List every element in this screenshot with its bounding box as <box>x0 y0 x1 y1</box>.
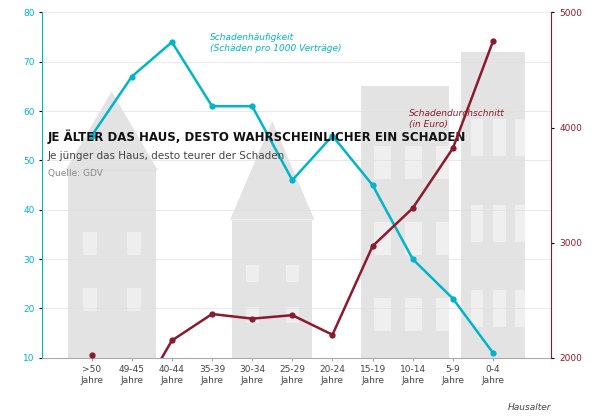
Text: Schadenhäufigkeit
(Schäden pro 1000 Verträge): Schadenhäufigkeit (Schäden pro 1000 Vert… <box>210 33 342 52</box>
FancyBboxPatch shape <box>405 146 422 179</box>
Text: JE ÄLTER DAS HAUS, DESTO WAHRSCHEINLICHER EIN SCHADEN: JE ÄLTER DAS HAUS, DESTO WAHRSCHEINLICHE… <box>47 129 466 144</box>
FancyBboxPatch shape <box>436 298 453 331</box>
FancyBboxPatch shape <box>516 290 528 327</box>
FancyBboxPatch shape <box>470 205 484 242</box>
Text: Schadendurchschnitt
(in Euro): Schadendurchschnitt (in Euro) <box>409 109 505 129</box>
FancyBboxPatch shape <box>470 290 484 327</box>
Text: Je jünger das Haus, desto teurer der Schaden: Je jünger das Haus, desto teurer der Sch… <box>47 151 285 161</box>
FancyBboxPatch shape <box>516 119 528 156</box>
Text: Hausalter: Hausalter <box>508 403 551 412</box>
FancyBboxPatch shape <box>67 170 156 358</box>
Text: Quelle: GDV: Quelle: GDV <box>47 169 102 178</box>
Polygon shape <box>230 121 315 220</box>
FancyBboxPatch shape <box>82 288 97 311</box>
FancyBboxPatch shape <box>374 298 391 331</box>
FancyBboxPatch shape <box>374 146 391 179</box>
FancyBboxPatch shape <box>405 222 422 255</box>
FancyBboxPatch shape <box>374 222 391 255</box>
Polygon shape <box>65 92 158 170</box>
FancyBboxPatch shape <box>461 52 525 358</box>
FancyBboxPatch shape <box>436 222 453 255</box>
FancyBboxPatch shape <box>127 288 141 311</box>
FancyBboxPatch shape <box>361 87 449 358</box>
FancyBboxPatch shape <box>493 119 506 156</box>
FancyBboxPatch shape <box>127 232 141 255</box>
FancyBboxPatch shape <box>286 265 299 282</box>
FancyBboxPatch shape <box>82 232 97 255</box>
FancyBboxPatch shape <box>470 119 484 156</box>
FancyBboxPatch shape <box>286 307 299 323</box>
FancyBboxPatch shape <box>493 290 506 327</box>
FancyBboxPatch shape <box>516 205 528 242</box>
FancyBboxPatch shape <box>493 205 506 242</box>
FancyBboxPatch shape <box>246 265 259 282</box>
FancyBboxPatch shape <box>405 298 422 331</box>
FancyBboxPatch shape <box>232 220 312 358</box>
FancyBboxPatch shape <box>436 146 453 179</box>
FancyBboxPatch shape <box>246 307 259 323</box>
